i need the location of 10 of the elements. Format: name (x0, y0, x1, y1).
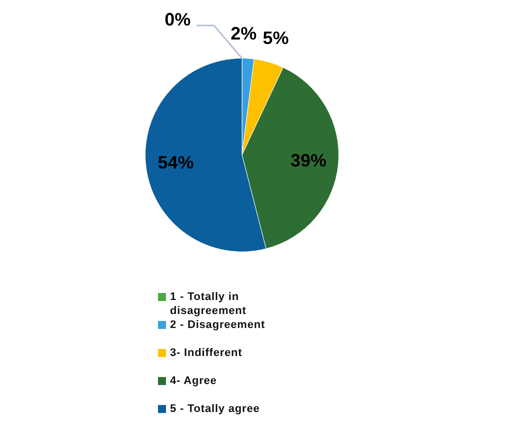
data-label: 39% (290, 150, 326, 170)
data-label: 5% (262, 28, 289, 48)
legend-label: 1 - Totally in disagreement (170, 290, 248, 318)
data-label: 2% (230, 23, 257, 44)
legend-label: 4- Agree (170, 374, 218, 388)
legend-label: 2 - Disagreement (170, 318, 266, 332)
legend-label: 3- Indifferent (170, 346, 244, 360)
legend-label: 5 - Totally agree (170, 402, 261, 416)
text: 0% (164, 9, 191, 30)
data-label: 54% (158, 152, 194, 172)
